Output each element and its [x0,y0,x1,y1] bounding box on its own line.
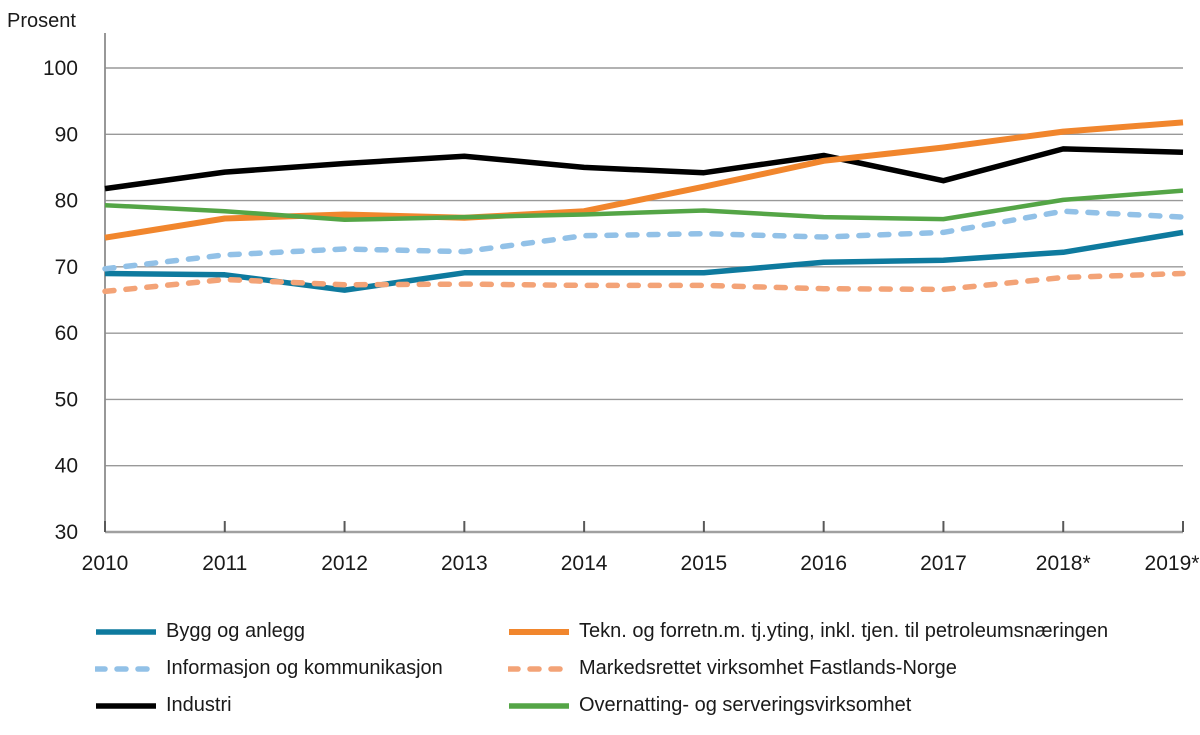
series-line-0 [104,229,1184,293]
x-tick-label-2015: 2015 [681,552,728,575]
x-tick-label-2016: 2016 [800,552,847,575]
legend-item-4: Markedsrettet virksomhet Fastlands-Norge [508,650,1108,687]
legend-swatch-line-4 [508,665,570,672]
series-line-1 [102,208,1186,272]
legend-label-4: Markedsrettet virksomhet Fastlands-Norge [579,657,957,679]
legend-column-right: Tekn. og forretn.m. tj.yting, inkl. tjen… [508,613,1108,724]
x-tick-label-2012: 2012 [321,552,368,575]
series-line-5 [104,188,1184,223]
y-tick-label-50: 50 [55,388,78,411]
y-tick-label-60: 60 [55,322,78,345]
legend-item-5: Overnatting- og serveringsvirksomhet [508,687,1108,724]
x-tick-label-2018*: 2018* [1036,552,1091,575]
x-tick-label-2011: 2011 [202,552,247,575]
x-tick-label-2014: 2014 [561,552,608,575]
series-line-2 [104,146,1184,192]
legend-item-0: Bygg og anlegg [95,613,443,650]
series-line-3 [104,119,1184,241]
y-tick-label-100: 100 [43,57,78,80]
legend-label-0: Bygg og anlegg [166,620,306,642]
legend-swatch-line-3 [509,628,569,635]
legend-label-2: Industri [166,694,232,716]
x-tick-label-2017: 2017 [920,552,967,575]
legend-swatch-line-5 [509,702,569,709]
legend-label-5: Overnatting- og serveringsvirksomhet [579,694,912,716]
x-tick-label-2010: 2010 [82,552,129,575]
legend-swatch-line-2 [96,702,156,709]
legend-label-1: Informasjon og kommunikasjon [166,657,443,679]
legend-item-3: Tekn. og forretn.m. tj.yting, inkl. tjen… [508,613,1108,650]
legend-item-2: Industri [95,687,443,724]
y-axis-title: Prosent [7,10,76,32]
legend-swatch-line-1 [95,665,157,672]
y-tick-label-30: 30 [55,521,78,544]
y-tick-label-90: 90 [55,123,78,146]
legend-item-1: Informasjon og kommunikasjon [95,650,443,687]
x-tick-label-2019*: 2019* [1145,552,1200,575]
y-tick-label-40: 40 [55,455,78,478]
y-tick-label-80: 80 [55,190,78,213]
x-tick-label-2013: 2013 [441,552,488,575]
legend-column-left: Bygg og anlegg Informasjon og kommunikasj… [95,613,443,724]
legend-label-3: Tekn. og forretn.m. tj.yting, inkl. tjen… [579,620,1109,642]
legend-swatch-line-0 [96,628,156,635]
y-tick-label-70: 70 [55,256,78,279]
